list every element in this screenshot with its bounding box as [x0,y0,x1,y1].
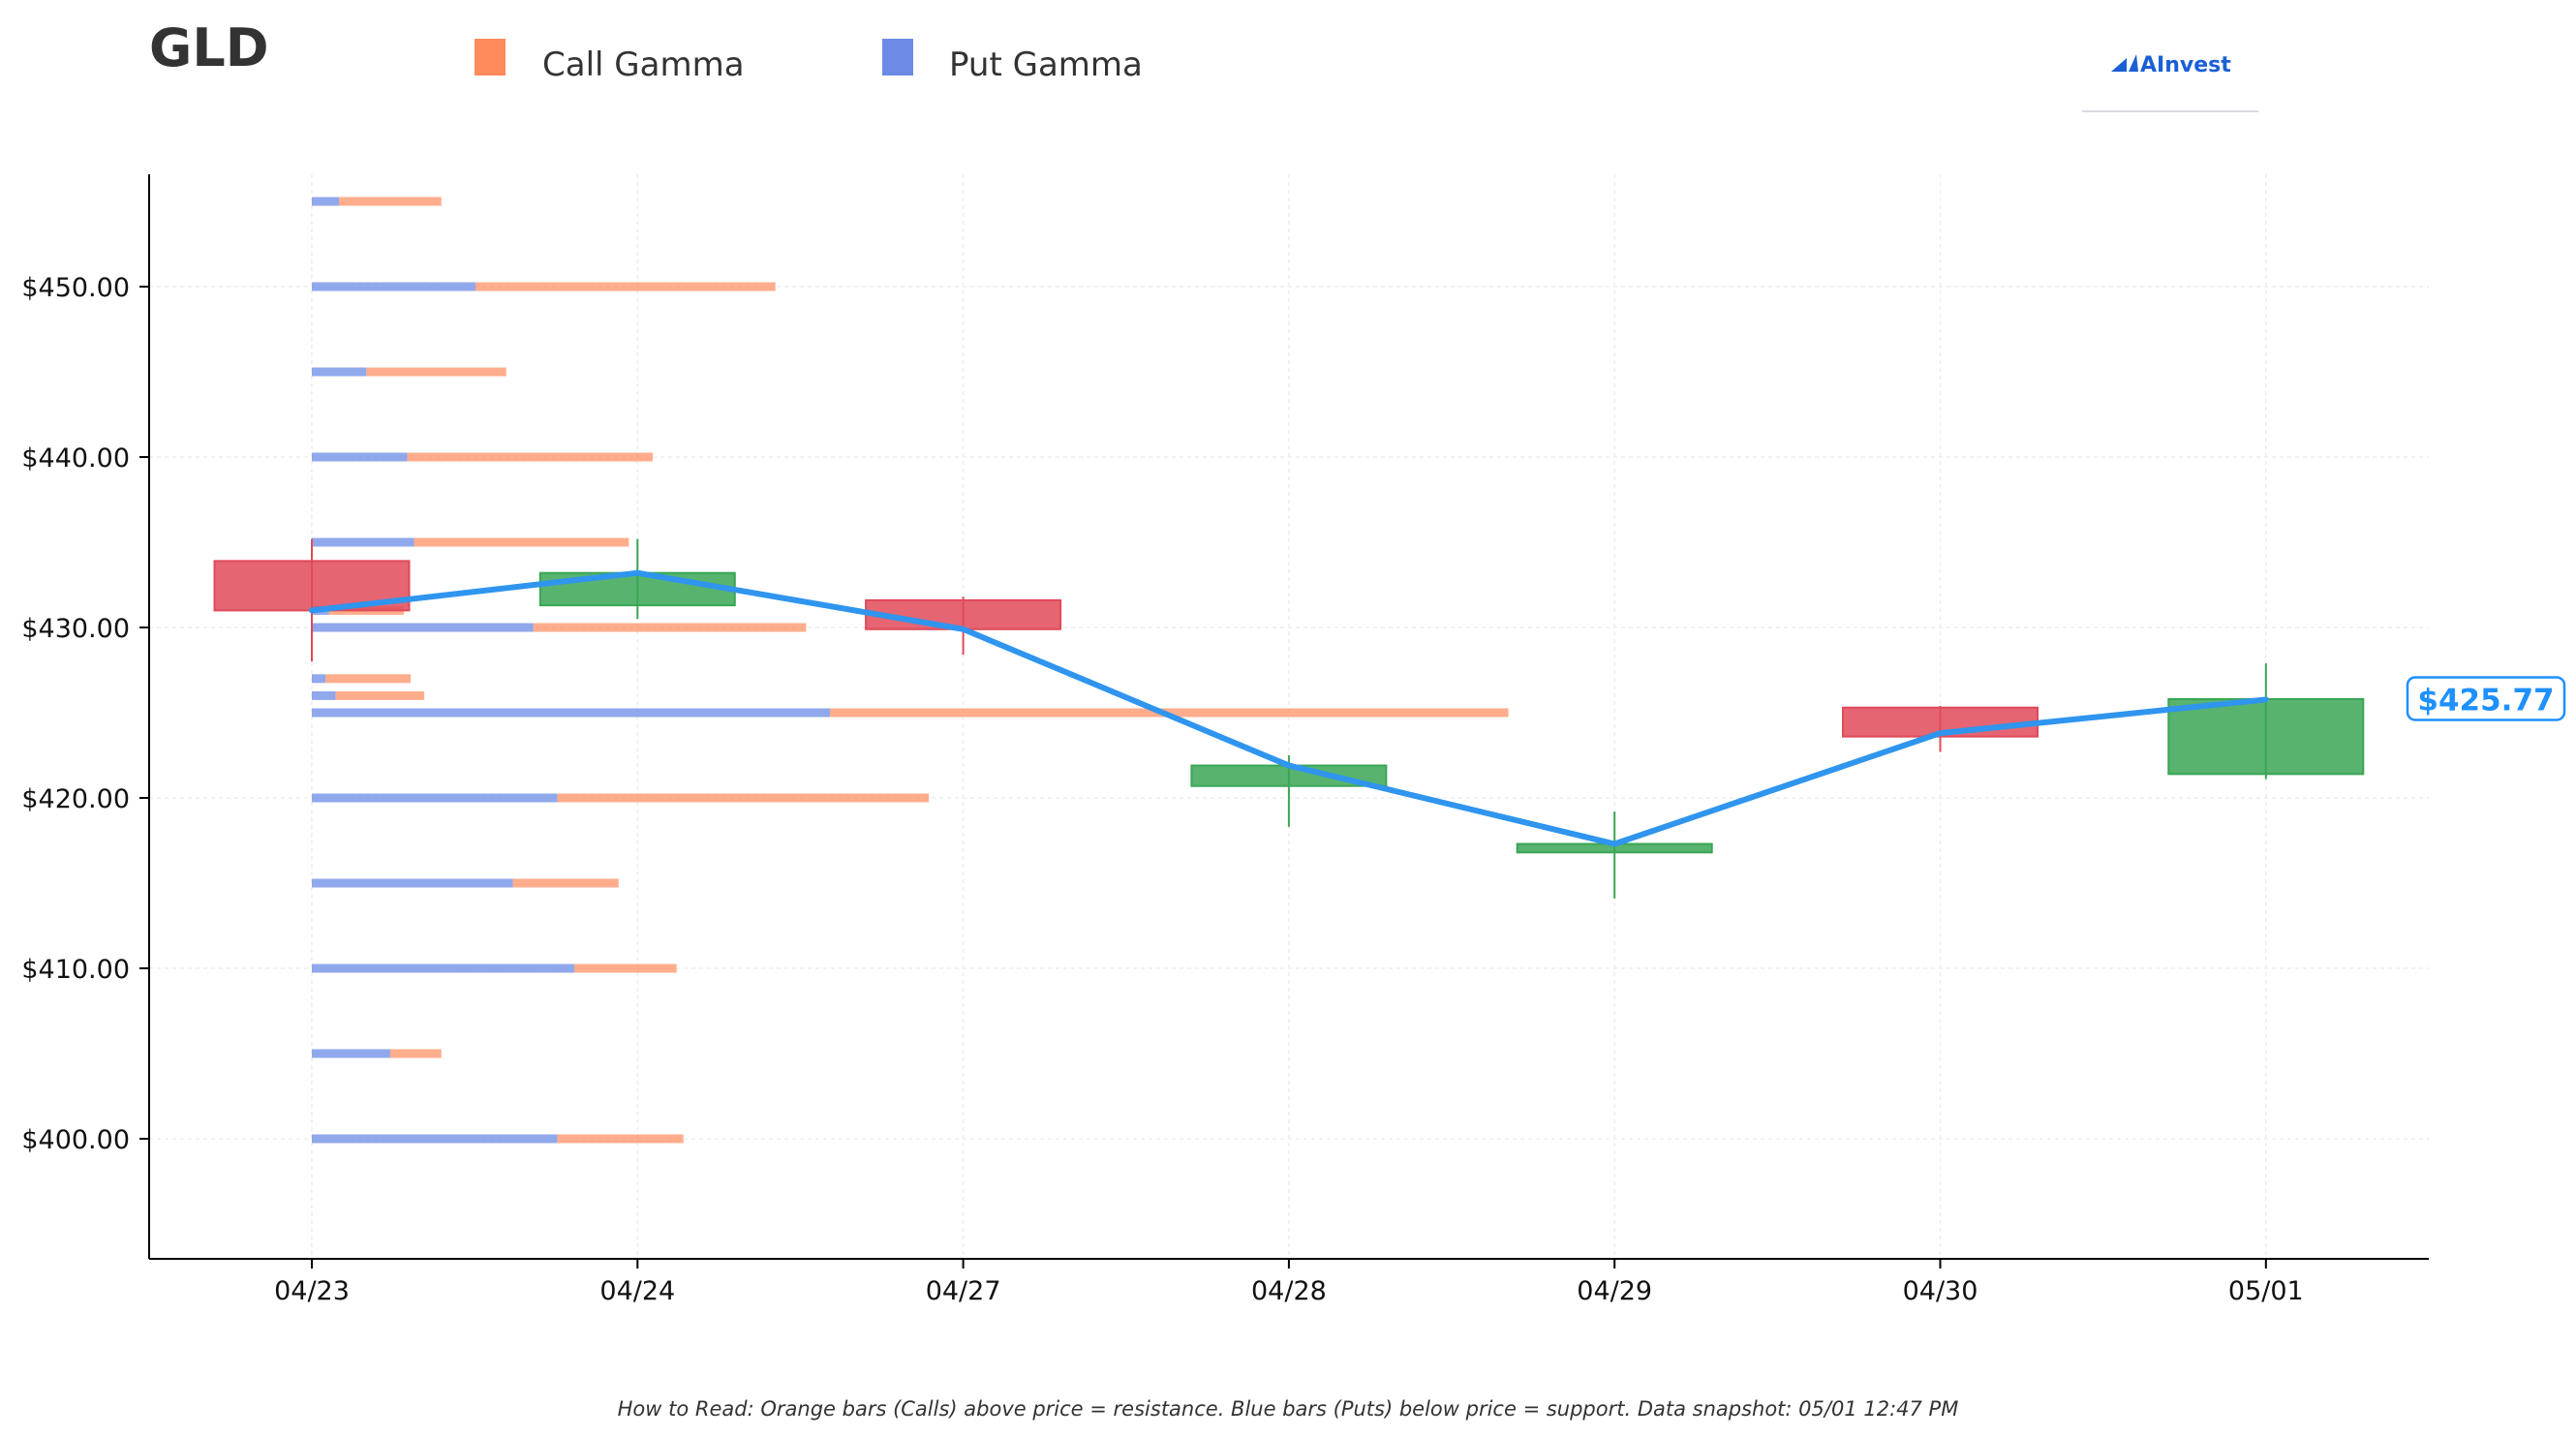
x-tick-label: 05/01 [2228,1276,2304,1306]
call-gamma-bar [407,452,653,462]
put-gamma-bar [312,1134,558,1144]
x-tick-label: 04/28 [1251,1276,1327,1306]
gamma-bars [312,197,1509,1144]
call-gamma-bar [339,197,442,206]
candle-body [538,571,736,607]
call-gamma-bar [574,963,677,973]
y-axis-ticks: $400.00 $410.00 $420.00 $430.00 $440.00 $450.… [21,273,149,1155]
x-tick-label: 04/30 [1903,1276,1978,1306]
y-tick-label: $400.00 [21,1125,130,1155]
legend-call-label: Call Gamma [542,46,745,84]
call-gamma-bar [335,690,425,700]
put-gamma-bar [312,674,326,684]
y-tick-label: $450.00 [21,273,130,303]
current-price-box [2406,676,2566,721]
candlesticks [213,538,2365,899]
x-tick-label: 04/27 [926,1276,1001,1306]
y-tick-label: $420.00 [21,784,130,814]
close-price-line [309,569,2269,847]
put-gamma-bar [312,690,336,700]
brand-logo-icon [2111,58,2127,72]
legend-call-swatch [475,39,506,76]
legend-put-label: Put Gamma [949,46,1143,84]
brand-logo-mark [2129,54,2138,72]
brand-logo: AInvest [2082,53,2258,112]
put-gamma-bar [312,793,558,803]
legend: Call Gamma Put Gamma [475,39,1143,84]
x-tick-label: 04/24 [599,1276,675,1306]
call-gamma-bar [325,674,412,684]
call-gamma-bar [557,793,930,803]
put-gamma-bar [312,708,831,718]
brand-name: AInvest [2140,53,2231,77]
close-line-layer [309,569,2269,847]
call-gamma-bar [414,537,629,547]
put-gamma-bar [312,1049,390,1058]
legend-put-swatch [882,39,913,76]
call-gamma-bar [475,282,776,291]
call-gamma-bar [512,878,619,888]
chart-title: GLD [149,17,269,78]
y-tick-label: $430.00 [21,614,130,644]
put-gamma-bar [312,878,513,888]
footer-note: How to Read: Orange bars (Calls) above p… [618,1397,1959,1421]
call-gamma-bar [557,1134,684,1144]
x-axis-ticks: 04/23 04/24 04/27 04/28 04/29 04/30 05/01 [274,1259,2304,1306]
current-price-label: $425.77 [2417,683,2554,718]
call-gamma-bar [366,367,506,377]
current-price-badge: $425.77 [2406,676,2566,721]
call-gamma-bar [533,623,807,632]
y-tick-label: $440.00 [21,443,130,474]
x-tick-label: 04/29 [1577,1276,1652,1306]
put-gamma-bar [312,537,414,547]
x-tick-label: 04/23 [274,1276,350,1306]
put-gamma-bar [312,367,367,377]
y-tick-label: $410.00 [21,955,130,985]
put-gamma-bar [312,452,408,462]
put-gamma-bar [312,623,534,632]
put-gamma-bar [312,282,475,291]
candle-body [2167,697,2365,776]
put-gamma-bar [312,963,575,973]
call-gamma-bar [389,1049,442,1058]
put-gamma-bar [312,197,340,206]
